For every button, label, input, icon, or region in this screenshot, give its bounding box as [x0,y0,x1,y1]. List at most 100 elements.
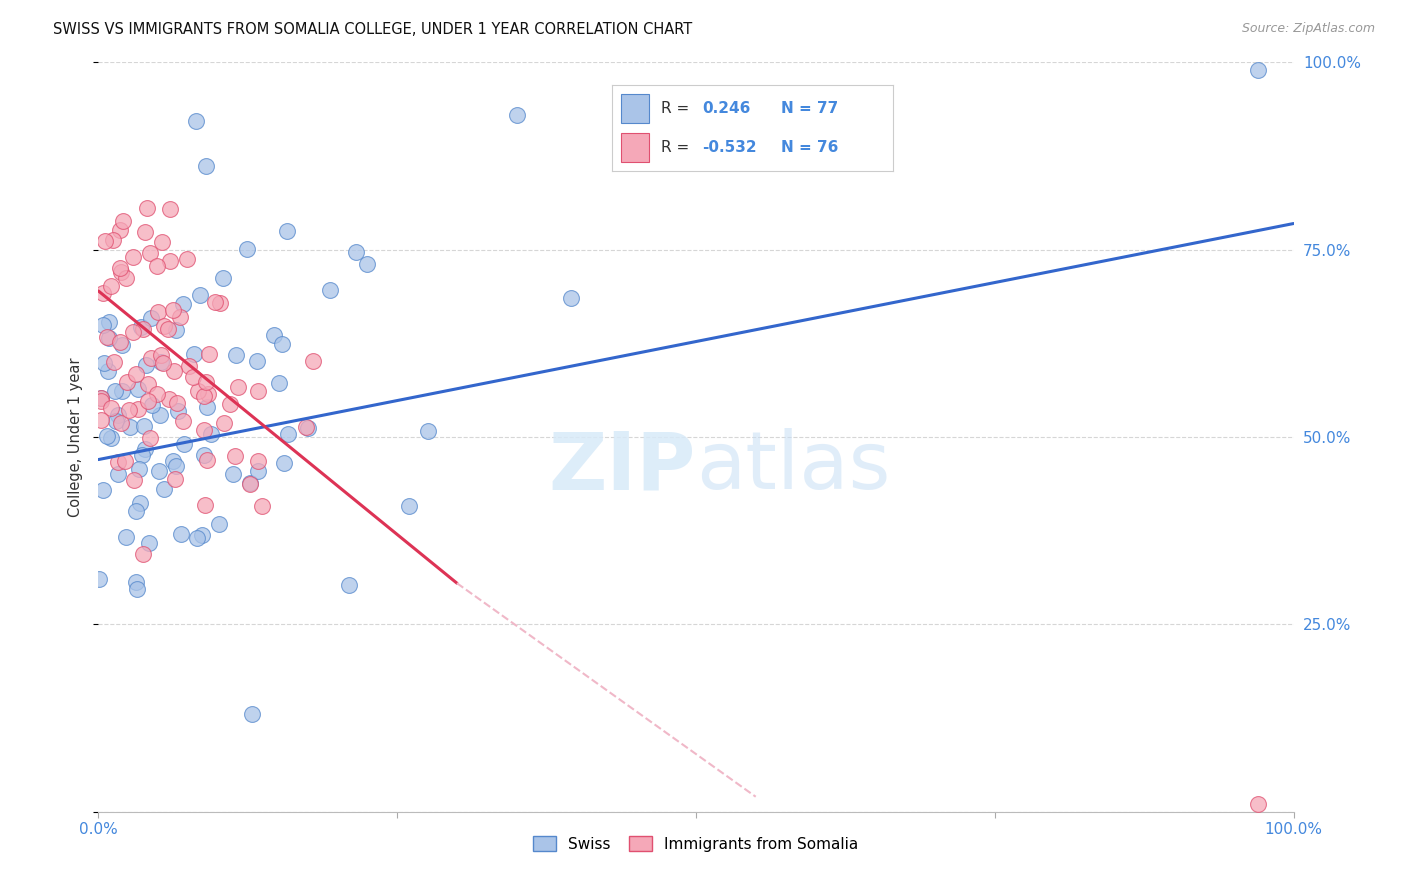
Point [211,271,233,285]
Point [212,417,235,431]
Point [139,311,162,326]
Point [165,459,187,474]
Point [302,354,325,368]
Point [273,456,295,470]
Point [295,419,318,434]
Point [179,359,201,374]
Point [131,322,153,336]
Point [101,233,124,247]
Point [134,225,156,239]
Point [195,453,218,467]
Point [93,286,115,301]
Point [104,384,127,398]
Point [150,235,173,249]
Point [129,320,152,334]
Point [90,391,112,405]
Point [165,323,187,337]
Point [239,476,262,491]
Point [121,325,143,339]
Point [398,499,420,513]
Point [193,389,215,403]
Point [238,475,260,490]
Point [139,432,162,446]
Point [208,295,231,310]
Point [108,223,131,237]
Point [191,528,214,542]
Point [114,530,136,544]
Point [135,359,157,373]
Point [186,531,208,545]
Point [150,355,173,369]
Point [218,397,240,411]
Point [111,337,134,351]
Point [105,414,128,428]
Point [87,572,110,586]
Point [194,498,217,512]
Point [200,427,222,442]
Point [110,416,132,430]
Point [276,223,298,237]
Point [93,356,115,370]
Point [163,364,186,378]
Point [132,548,155,562]
Point [100,279,122,293]
Point [506,108,529,122]
Point [356,257,378,271]
Point [90,413,112,427]
Point [100,401,122,416]
Point [183,347,205,361]
Point [267,376,290,390]
Point [100,431,122,445]
Point [277,426,299,441]
Point [136,201,159,215]
Text: Source: ZipAtlas.com: Source: ZipAtlas.com [1241,22,1375,36]
Point [198,346,221,360]
Point [271,337,294,351]
Point [96,330,118,344]
Point [98,331,121,345]
Point [195,375,218,389]
Point [195,159,218,173]
Point [418,425,440,439]
Point [146,304,169,318]
Point [125,368,148,382]
Point [152,319,174,334]
Point [170,526,193,541]
Point [103,355,125,369]
Point [183,369,205,384]
Point [246,454,269,468]
Point [124,473,146,487]
Point [165,472,187,486]
Point [131,448,153,462]
Point [139,351,162,366]
Point [225,348,247,362]
Point [96,429,118,443]
Point [110,265,132,279]
Point [337,577,360,591]
Text: SWISS VS IMMIGRANTS FROM SOMALIA COLLEGE, UNDER 1 YEAR CORRELATION CHART: SWISS VS IMMIGRANTS FROM SOMALIA COLLEGE… [53,22,693,37]
Point [187,384,209,399]
Point [190,287,212,301]
Point [156,321,179,335]
Point [138,245,160,260]
Point [193,423,215,437]
Point [125,504,148,518]
Point [128,462,150,476]
Point [141,398,163,412]
Y-axis label: College, Under 1 year: College, Under 1 year [67,358,83,516]
Point [344,245,367,260]
Point [146,259,169,273]
Point [560,291,582,305]
Point [159,202,181,217]
Point [166,403,188,417]
Point [250,499,273,513]
Point [134,419,156,434]
Point [246,384,269,398]
Point [186,114,208,128]
Point [115,375,138,389]
Point [118,419,141,434]
Text: atlas: atlas [696,428,890,506]
Point [107,455,129,469]
Point [125,582,148,596]
Point [173,436,195,450]
